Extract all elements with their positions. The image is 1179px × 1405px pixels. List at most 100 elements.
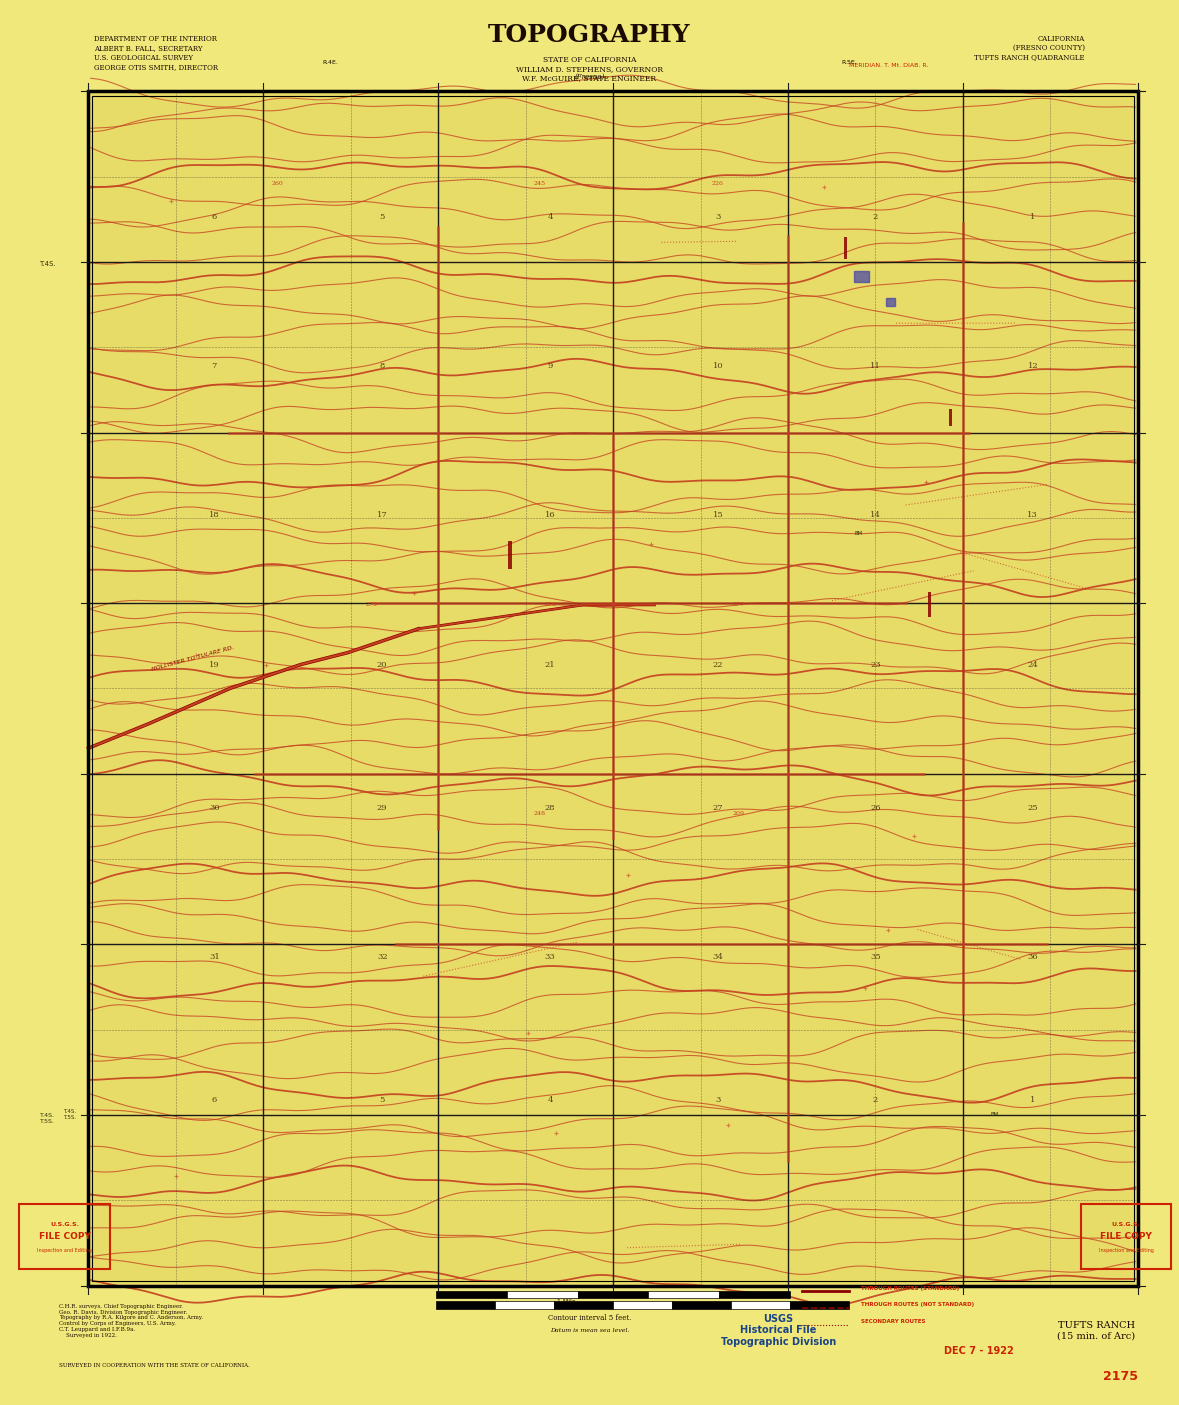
- Text: 1: 1: [1030, 1096, 1035, 1104]
- Text: 260: 260: [271, 181, 283, 185]
- Bar: [436, 1301, 495, 1309]
- Text: STATE OF CALIFORNIA
WILLIAM D. STEPHENS, GOVERNOR
W.F. McGUIRE, STATE ENGINEER: STATE OF CALIFORNIA WILLIAM D. STEPHENS,…: [516, 56, 663, 83]
- Text: 14: 14: [870, 511, 881, 520]
- Text: 4: 4: [547, 1096, 553, 1104]
- Text: 5: 5: [380, 1096, 384, 1104]
- Bar: [92, 96, 1134, 1281]
- Text: SURVEYED IN COOPERATION WITH THE STATE OF CALIFORNIA.: SURVEYED IN COOPERATION WITH THE STATE O…: [59, 1363, 250, 1368]
- Text: 226: 226: [712, 181, 724, 185]
- Text: 6: 6: [212, 1096, 217, 1104]
- Text: SECONDARY ROUTES: SECONDARY ROUTES: [861, 1319, 926, 1325]
- Bar: [578, 1291, 648, 1298]
- Text: 26: 26: [870, 804, 881, 812]
- Text: FILE COPY: FILE COPY: [1100, 1232, 1152, 1241]
- Text: 30: 30: [209, 804, 219, 812]
- Bar: [844, 237, 848, 259]
- Bar: [88, 91, 1138, 1286]
- Text: 4: 4: [547, 212, 553, 221]
- Text: 16: 16: [545, 511, 555, 520]
- Text: 36: 36: [1027, 953, 1039, 961]
- Text: Contour interval 5 feet.: Contour interval 5 feet.: [548, 1314, 631, 1322]
- Bar: [885, 298, 895, 306]
- Text: 28: 28: [545, 804, 555, 812]
- Text: THROUGH ROUTES (STANDARD): THROUGH ROUTES (STANDARD): [861, 1286, 959, 1291]
- Text: 6: 6: [212, 212, 217, 221]
- Text: Metres                                   Feet: Metres Feet: [495, 1293, 601, 1298]
- Text: CALIFORNIA
(FRESNO COUNTY)
TUFTS RANCH QUADRANGLE: CALIFORNIA (FRESNO COUNTY) TUFTS RANCH Q…: [974, 35, 1085, 62]
- Text: (Fresno): (Fresno): [574, 73, 605, 81]
- Text: T.4S.
T.5S.: T.4S. T.5S.: [40, 1113, 54, 1124]
- Text: T.4S.: T.4S.: [39, 261, 55, 267]
- Bar: [436, 1291, 507, 1298]
- Text: 27: 27: [712, 804, 724, 812]
- Text: 31: 31: [209, 953, 219, 961]
- Text: 5: 5: [380, 212, 384, 221]
- Text: DEPARTMENT OF THE INTERIOR
ALBERT B. FALL, SECRETARY
U.S. GEOLOGICAL SURVEY
GEOR: DEPARTMENT OF THE INTERIOR ALBERT B. FAL…: [94, 35, 218, 70]
- Text: 29: 29: [377, 804, 388, 812]
- Bar: [790, 1301, 849, 1309]
- Text: 15: 15: [712, 511, 724, 520]
- Text: R.4E.: R.4E.: [322, 60, 338, 66]
- Text: Inspection and Editing: Inspection and Editing: [1099, 1249, 1153, 1253]
- Text: Datum is mean sea level.: Datum is mean sea level.: [549, 1328, 630, 1333]
- Text: 17: 17: [377, 511, 388, 520]
- Text: 2: 2: [872, 1096, 878, 1104]
- Text: 24: 24: [1027, 660, 1039, 669]
- Text: 7: 7: [212, 362, 217, 370]
- Text: R.5E.: R.5E.: [841, 60, 857, 66]
- Bar: [949, 409, 953, 426]
- Text: 12: 12: [1027, 362, 1039, 370]
- Text: DEC 7 - 1922: DEC 7 - 1922: [943, 1346, 1014, 1356]
- Text: 21: 21: [545, 660, 555, 669]
- Text: 248: 248: [534, 811, 546, 816]
- Text: 11: 11: [870, 362, 881, 370]
- Text: 276: 276: [545, 603, 556, 607]
- Text: 3: 3: [716, 1096, 720, 1104]
- Bar: [508, 541, 512, 569]
- Bar: [554, 1301, 613, 1309]
- Text: 9: 9: [547, 362, 553, 370]
- Text: 34: 34: [712, 953, 724, 961]
- Text: 1 Mile: 1 Mile: [556, 1298, 575, 1304]
- Text: 2: 2: [872, 212, 878, 221]
- Text: 19: 19: [209, 660, 219, 669]
- Bar: [613, 1301, 672, 1309]
- Text: T.4S.
T.5S.: T.4S. T.5S.: [64, 1110, 77, 1120]
- Bar: [672, 1301, 731, 1309]
- Bar: [648, 1291, 719, 1298]
- Text: TUFTS RANCH
(15 min. of Arc): TUFTS RANCH (15 min. of Arc): [1058, 1321, 1135, 1340]
- Text: 18: 18: [209, 511, 219, 520]
- Text: 13: 13: [1027, 511, 1039, 520]
- Text: 23: 23: [870, 660, 881, 669]
- Text: 25: 25: [1027, 804, 1039, 812]
- Text: 3: 3: [716, 212, 720, 221]
- Text: C.H.R. surveys, Chief Topographic Engineer.
Geo. R. Davis, Division Topographic : C.H.R. surveys, Chief Topographic Engine…: [59, 1304, 203, 1338]
- Bar: [731, 1301, 790, 1309]
- Text: 20: 20: [377, 660, 388, 669]
- Text: 277: 277: [733, 603, 745, 607]
- Text: 245: 245: [534, 181, 546, 185]
- Bar: [507, 1291, 578, 1298]
- Text: THROUGH ROUTES (NOT STANDARD): THROUGH ROUTES (NOT STANDARD): [861, 1302, 974, 1308]
- Text: U.S.G.S.: U.S.G.S.: [1112, 1222, 1140, 1227]
- Text: BM: BM: [855, 531, 863, 535]
- Text: BM: BM: [990, 1113, 999, 1117]
- Text: 33: 33: [545, 953, 555, 961]
- Text: Inspection and Editing: Inspection and Editing: [38, 1249, 92, 1253]
- Text: 8: 8: [380, 362, 384, 370]
- Bar: [928, 592, 931, 617]
- Text: 209: 209: [733, 811, 745, 816]
- Text: MERIDIAN. T. Mt. DIAB. R.: MERIDIAN. T. Mt. DIAB. R.: [849, 63, 928, 69]
- Text: FILE COPY: FILE COPY: [39, 1232, 91, 1241]
- Bar: [1080, 1204, 1171, 1269]
- Text: 275: 275: [365, 603, 377, 607]
- Text: U.S.G.S.: U.S.G.S.: [51, 1222, 79, 1227]
- Text: TOPOGRAPHY: TOPOGRAPHY: [488, 22, 691, 48]
- Text: USGS
Historical File
Topographic Division: USGS Historical File Topographic Divisio…: [720, 1314, 836, 1347]
- Text: HOLLISTER TO TULARE RD.: HOLLISTER TO TULARE RD.: [151, 645, 235, 672]
- Text: 1: 1: [1030, 212, 1035, 221]
- Bar: [855, 271, 869, 282]
- Text: 22: 22: [713, 660, 723, 669]
- Bar: [495, 1301, 554, 1309]
- Bar: [88, 91, 1138, 1286]
